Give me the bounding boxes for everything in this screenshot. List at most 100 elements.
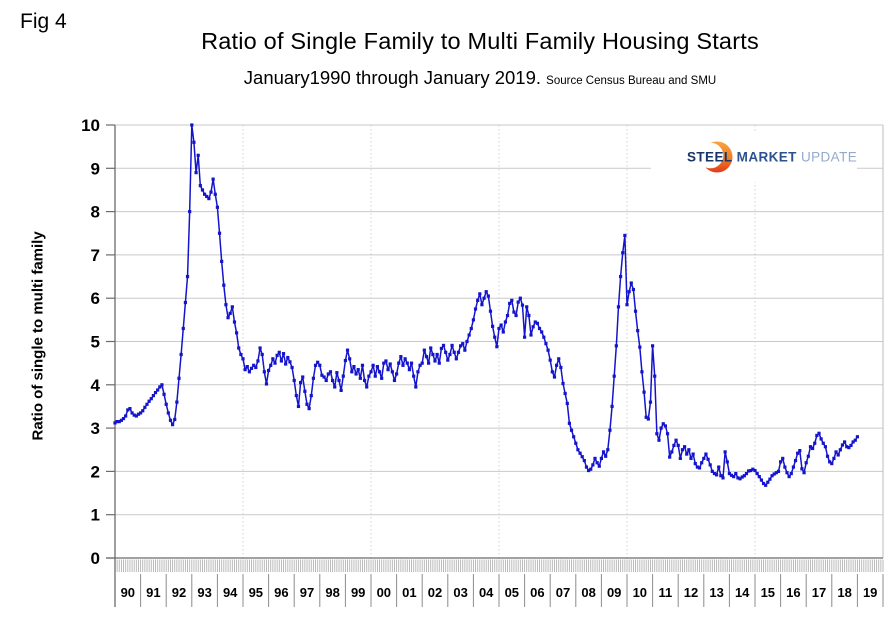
data-marker [288, 360, 292, 364]
data-marker [281, 352, 286, 356]
data-marker [158, 385, 162, 389]
data-marker [205, 194, 209, 199]
data-marker [136, 412, 141, 416]
data-marker [638, 345, 642, 349]
data-marker [149, 397, 153, 401]
y-tick-label: 3 [91, 419, 100, 438]
data-marker [179, 352, 183, 357]
x-tick-label: 12 [684, 585, 698, 600]
data-marker [702, 456, 706, 461]
data-marker [704, 452, 708, 456]
data-marker [348, 357, 352, 361]
data-marker [717, 465, 721, 469]
data-marker [574, 441, 578, 445]
x-tick-label: 10 [633, 585, 647, 600]
data-marker [838, 448, 842, 452]
data-marker [582, 458, 586, 463]
data-marker [121, 416, 126, 421]
data-marker [529, 333, 533, 337]
data-marker [194, 171, 198, 175]
data-marker [567, 421, 571, 425]
data-marker [252, 363, 256, 367]
data-marker [294, 394, 298, 398]
data-marker [414, 385, 418, 389]
data-marker [779, 460, 783, 464]
data-marker [555, 363, 559, 367]
data-marker [527, 313, 531, 318]
data-marker [299, 381, 303, 385]
data-marker [352, 365, 356, 369]
data-marker [776, 469, 781, 473]
data-marker [209, 190, 213, 194]
data-marker [653, 374, 657, 378]
data-marker [452, 350, 456, 354]
data-marker [640, 370, 644, 374]
data-marker [407, 368, 411, 372]
x-tick-label: 19 [863, 585, 877, 600]
data-marker [732, 475, 736, 479]
data-marker [744, 471, 749, 476]
data-marker [203, 192, 207, 196]
data-marker [290, 365, 294, 370]
data-marker [331, 378, 335, 383]
data-marker [800, 467, 804, 471]
data-marker [459, 344, 463, 348]
x-tick-label: 17 [812, 585, 826, 600]
data-marker [708, 463, 712, 467]
data-marker [616, 305, 621, 309]
data-marker [151, 394, 155, 398]
x-tick-label: 15 [761, 585, 775, 600]
data-marker [572, 435, 576, 439]
data-marker [431, 352, 435, 357]
data-marker [341, 374, 345, 378]
data-marker [819, 437, 823, 441]
data-marker [435, 352, 439, 357]
data-marker [441, 343, 446, 347]
data-marker [380, 376, 384, 380]
data-marker [813, 441, 817, 445]
data-marker [849, 443, 853, 448]
data-marker [587, 468, 591, 473]
data-marker [134, 414, 138, 418]
data-marker [525, 305, 529, 309]
data-marker [651, 344, 655, 348]
data-marker [855, 435, 859, 439]
data-marker [296, 404, 301, 409]
data-marker [303, 389, 307, 393]
data-marker [444, 350, 448, 354]
data-marker [540, 330, 544, 334]
data-marker [830, 462, 834, 466]
data-marker [619, 274, 623, 279]
data-marker [548, 358, 552, 362]
data-marker [117, 420, 121, 424]
y-tick-label: 10 [81, 116, 100, 135]
data-marker [742, 474, 746, 478]
data-marker [559, 365, 563, 370]
data-marker [418, 363, 422, 367]
y-tick-label: 6 [91, 289, 100, 308]
data-marker [405, 361, 409, 365]
data-marker [337, 378, 341, 383]
data-marker [542, 335, 546, 339]
data-marker [486, 294, 490, 298]
data-marker [614, 344, 618, 348]
data-marker [273, 361, 277, 365]
x-tick-label: 01 [402, 585, 416, 600]
data-marker [132, 413, 136, 417]
data-marker [333, 385, 337, 389]
data-marker [128, 407, 132, 411]
data-marker [309, 394, 313, 398]
x-tick-label: 99 [351, 585, 365, 600]
data-marker [725, 460, 729, 464]
data-marker [192, 140, 196, 144]
data-marker [695, 465, 699, 469]
x-tick-label: 08 [581, 585, 595, 600]
data-marker [213, 192, 217, 196]
data-marker [505, 313, 510, 318]
data-marker [817, 431, 821, 435]
data-marker [785, 471, 789, 475]
data-marker [580, 455, 584, 459]
data-marker [175, 400, 179, 404]
data-marker [478, 292, 482, 296]
data-marker [804, 461, 808, 465]
